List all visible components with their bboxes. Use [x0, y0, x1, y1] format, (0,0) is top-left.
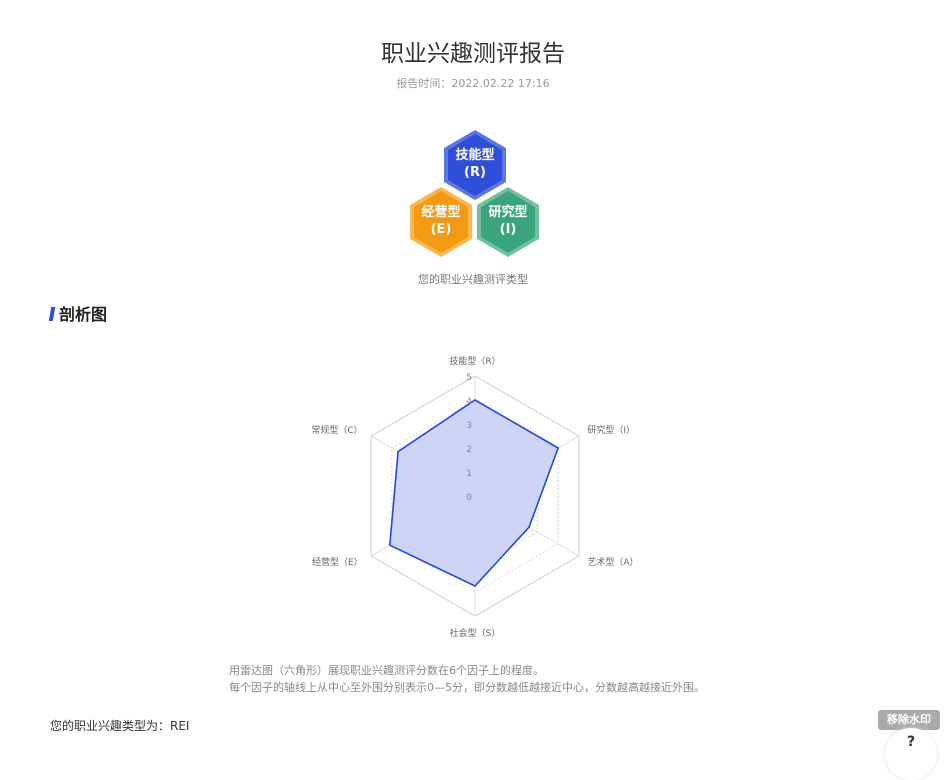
section-marker [48, 307, 56, 321]
hexagon-icon [444, 130, 506, 200]
data-point [397, 450, 399, 453]
types-caption: 您的职业兴趣测评类型 [418, 273, 528, 286]
hexagon-icon [477, 187, 539, 257]
description-line: 用雷达图（六角形）展现职业兴趣测评分数在6个因子上的程度。 [229, 664, 544, 677]
type-badge-r: 技能型 (R) [443, 129, 507, 201]
help-button[interactable]: ? [885, 728, 937, 780]
axis-label: 常规型（C） [311, 424, 362, 436]
axis-label: 研究型（I） [587, 424, 635, 436]
axis-label: 经营型（E） [312, 556, 363, 568]
tick-label: 1 [466, 469, 472, 479]
section-title: 剖析图 [59, 305, 108, 324]
type-name: 技能型 [455, 148, 495, 163]
chart-description: 用雷达图（六角形）展现职业兴趣测评分数在6个因子上的程度。 每个因子的轴线上从中… [229, 662, 705, 696]
axis-label: 社会型（S） [450, 627, 501, 639]
data-point [528, 526, 530, 528]
hexagon-icon [410, 187, 472, 257]
type-code: (R) [464, 165, 486, 180]
type-name: 研究型 [488, 205, 528, 220]
tick-label: 3 [466, 421, 472, 431]
section-heading: 剖析图 [48, 301, 108, 325]
remove-watermark-button[interactable]: 移除水印 [878, 710, 940, 730]
tick-label: 4 [466, 397, 472, 407]
data-point [557, 447, 559, 449]
data-point [388, 544, 391, 546]
data-point [474, 585, 476, 587]
tick-label: 5 [466, 373, 472, 383]
axis-label: 艺术型（A） [587, 556, 638, 568]
page-title: 职业兴趣测评报告 [381, 41, 565, 67]
description-line: 每个因子的轴线上从中心至外围分别表示0—5分，即分数越低越接近中心，分数越高越接… [229, 681, 705, 694]
type-code: (E) [430, 222, 452, 237]
axis-label: 技能型（R） [449, 355, 500, 367]
tick-label: 0 [466, 493, 472, 503]
radar-chart: 0 1 2 3 4 5 技能型（R） 研究型（I） 艺术型（A） 社会型（S） 经营型（E） 常规型（… [311, 355, 638, 639]
data-point [474, 399, 476, 401]
type-badge-e: 经营型 (E) [409, 186, 473, 258]
type-badge-i: 研究型 (I) [476, 186, 540, 258]
result-text: 您的职业兴趣类型为：REI [50, 719, 190, 733]
tick-label: 2 [466, 445, 472, 455]
type-name: 经营型 [421, 205, 461, 220]
type-code: (I) [499, 222, 517, 237]
report-time: 报告时间：2022.02.22 17:16 [396, 77, 550, 90]
